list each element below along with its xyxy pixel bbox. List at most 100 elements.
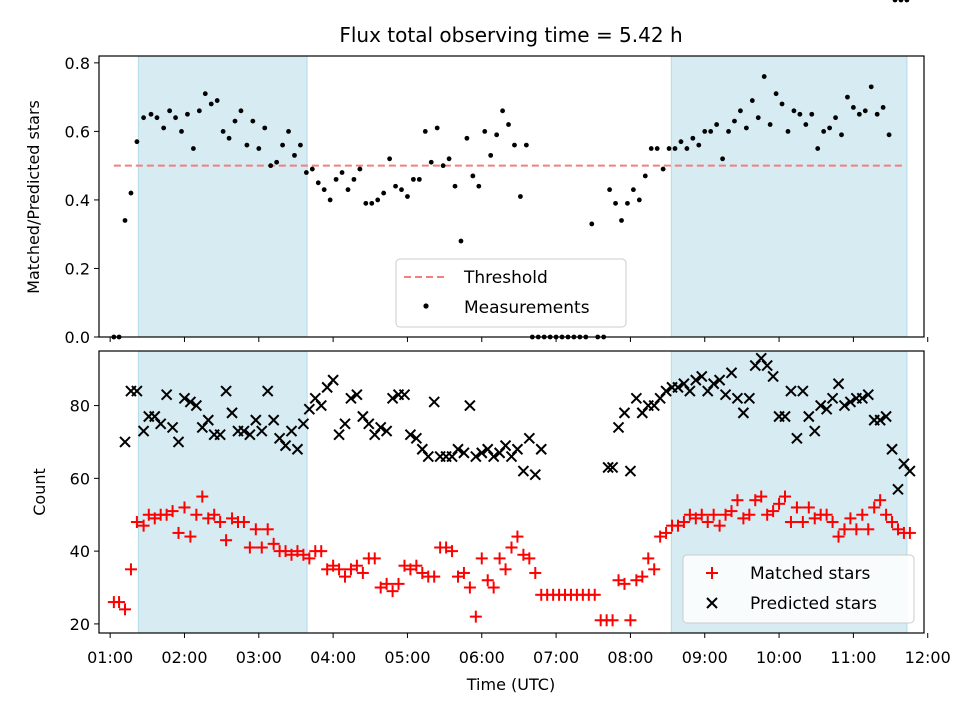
measurement-point: [755, 115, 761, 121]
legend-matched-swatch: [706, 567, 718, 579]
matched-star-point: [880, 508, 893, 521]
measurement-point: [827, 125, 833, 131]
measurement-point: [833, 115, 838, 121]
matched-star-point: [784, 516, 797, 529]
predicted-star-point: [172, 436, 185, 448]
y-tick-label: 80: [70, 397, 90, 416]
measurement-point: [690, 135, 696, 141]
chart-title: Flux total observing time = 5.42 h: [339, 23, 682, 47]
predicted-marker-stroke: [612, 421, 625, 434]
predicted-marker-stroke: [291, 443, 304, 455]
predicted-star-point: [713, 374, 726, 386]
predicted-star-point: [131, 385, 143, 397]
matched-star-point: [903, 526, 916, 539]
predicted-marker-stroke: [333, 428, 345, 441]
predicted-marker-stroke: [862, 388, 874, 401]
matched-star-point: [457, 566, 470, 579]
predicted-star-point: [464, 399, 476, 412]
predicted-star-point: [119, 436, 131, 448]
matched-star-point: [731, 494, 744, 507]
predicted-star-point: [660, 385, 672, 397]
bottom-y-axis-label: Count: [30, 468, 49, 516]
measurement-point: [167, 108, 173, 114]
predicted-star-point: [487, 450, 500, 463]
measurement-point: [268, 163, 274, 169]
measurement-point: [256, 146, 262, 151]
predicted-marker-stroke: [606, 461, 619, 474]
predicted-star-point: [374, 421, 387, 434]
predicted-marker-stroke: [809, 425, 821, 437]
measurement-point: [672, 146, 678, 151]
predicted-star-point: [220, 385, 232, 397]
predicted-marker-stroke: [220, 385, 232, 397]
top-legend-box: [395, 258, 627, 328]
measurement-point: [482, 128, 488, 134]
predicted-star-point: [862, 388, 874, 401]
matched-star-point: [184, 530, 197, 543]
matched-star-point: [249, 523, 262, 536]
matched-star-point: [695, 508, 708, 521]
predicted-star-point: [785, 385, 797, 397]
predicted-star-point: [351, 388, 363, 401]
predicted-star-point: [291, 443, 304, 455]
bottom-legend: Matched stars Predicted stars: [682, 554, 915, 624]
predicted-star-point: [476, 447, 488, 459]
predicted-star-point: [345, 392, 357, 405]
measurement-point: [512, 142, 517, 148]
top-y-axis-label: Matched/Predicted stars: [24, 100, 43, 294]
measurement-point: [714, 122, 720, 127]
predicted-marker-stroke: [178, 392, 191, 405]
measurement-point: [625, 200, 630, 206]
predicted-star-point: [731, 392, 744, 405]
y-tick-label: 40: [70, 542, 90, 561]
y-tick-label: 0.8: [65, 54, 90, 73]
matched-star-point: [350, 559, 363, 572]
measurement-point: [785, 128, 791, 134]
predicted-star-point: [832, 378, 845, 390]
predicted-marker-stroke: [797, 385, 809, 397]
matched-star-point: [220, 534, 233, 547]
predicted-marker-stroke: [190, 399, 203, 412]
measurement-point: [399, 187, 404, 193]
measurement-point: [226, 135, 232, 141]
measurement-point: [654, 146, 660, 151]
predicted-star-point: [672, 381, 684, 394]
matched-star-point: [618, 577, 631, 590]
measurement-point: [122, 218, 128, 223]
top-y-ticks: 0.0 0.2 0.4 0.6 0.8: [65, 54, 99, 347]
measurement-point: [321, 187, 327, 193]
measurement-point: [696, 142, 702, 148]
legend-predicted-swatch: [706, 597, 718, 609]
predicted-marker-stroke: [452, 443, 464, 455]
matched-star-point: [339, 570, 352, 583]
predicted-star-point: [499, 439, 512, 452]
measurement-point: [666, 146, 672, 151]
x-tick-label: 04:00: [310, 648, 356, 667]
x-tick-label: 06:00: [459, 648, 505, 667]
predicted-marker-stroke: [345, 392, 357, 405]
predicted-marker-stroke: [303, 403, 316, 415]
measurement-point: [141, 115, 146, 121]
measurement-point: [856, 111, 862, 117]
x-tick-label: 01:00: [87, 648, 133, 667]
predicted-star-point: [535, 443, 547, 455]
predicted-star-point: [630, 392, 643, 405]
predicted-star-point: [327, 374, 339, 386]
predicted-marker-stroke: [803, 410, 815, 423]
predicted-star-point: [202, 414, 214, 426]
measurement-point: [327, 197, 333, 203]
y-tick-label: 0.0: [65, 328, 90, 347]
matched-star-point: [523, 552, 536, 565]
matched-star-point: [636, 570, 649, 583]
measurement-point: [880, 105, 886, 110]
measurement-point: [208, 101, 214, 107]
predicted-marker-stroke: [826, 392, 839, 405]
measurement-point: [839, 132, 844, 138]
x-tick-label: 12:00: [905, 648, 951, 667]
top-shaded-intervals: [137, 55, 908, 338]
y-tick-label: 0.2: [65, 259, 90, 278]
predicted-star-point: [529, 469, 541, 481]
measurement-point: [434, 125, 440, 131]
matched-star-point: [707, 508, 720, 521]
predicted-marker-stroke: [743, 392, 756, 405]
